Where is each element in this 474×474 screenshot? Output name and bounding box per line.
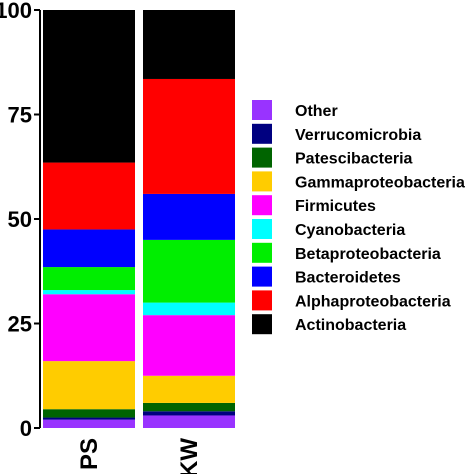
x-axis-labels: PS KW: [76, 438, 203, 474]
legend: Other Verrucomicrobia Patescibacteria Gamma…: [252, 100, 465, 335]
y-tick-label: 50: [8, 207, 32, 232]
bar-segment-ps-alphaproteobacteria: [43, 162, 135, 230]
y-tick-label: 25: [8, 312, 32, 337]
bar-segment-kw-bacteroidetes: [143, 193, 235, 240]
legend-label: Actinobacteria: [295, 317, 406, 334]
legend-label: Patescibacteria: [295, 151, 413, 168]
legend-swatch: [252, 314, 272, 335]
legend-swatch: [252, 171, 272, 192]
bar-segment-kw-cyanobacteria: [143, 302, 235, 316]
legend-label: Bacteroidetes: [295, 270, 401, 287]
legend-swatch: [252, 290, 272, 311]
bar-segment-kw-patescibacteria: [143, 402, 235, 412]
y-tick-label: 0: [20, 416, 32, 441]
legend-swatch: [252, 219, 272, 239]
bar-segment-kw-firmicutes: [143, 315, 235, 376]
bars: [43, 10, 235, 428]
bar-segment-ps-actinobacteria: [43, 10, 135, 163]
bar-segment-ps-patescibacteria: [43, 409, 135, 418]
x-category-label: PS: [76, 438, 103, 470]
bar-segment-ps-firmicutes: [43, 294, 135, 362]
legend-label: Gammaproteobacteria: [295, 174, 465, 191]
legend-label: Verrucomicrobia: [295, 127, 421, 144]
bar-segment-ps-cyanobacteria: [43, 290, 135, 295]
legend-swatch: [252, 242, 272, 263]
bar-segment-ps-verrucomicrobia: [43, 417, 135, 420]
legend-swatch: [252, 147, 272, 168]
bar-segment-kw-alphaproteobacteria: [143, 78, 235, 194]
bar-segment-ps-bacteroidetes: [43, 229, 135, 268]
legend-swatch: [252, 195, 272, 216]
bar-segment-ps-betaproteobacteria: [43, 267, 135, 291]
bar-segment-kw-other: [143, 415, 235, 428]
bar-segment-ps-gammaproteobacteria: [43, 361, 135, 410]
bar-segment-kw-betaproteobacteria: [143, 239, 235, 303]
bar-segment-kw-verrucomicrobia: [143, 411, 235, 416]
bar-segment-ps-other: [43, 419, 135, 428]
y-tick-label: 100: [0, 0, 32, 23]
legend-swatch: [252, 100, 272, 120]
legend-label: Other: [295, 103, 338, 120]
bar-segment-kw-gammaproteobacteria: [143, 375, 235, 403]
y-axis: 0 25 50 75 100: [0, 0, 41, 441]
x-category-label: KW: [176, 438, 203, 474]
bar-segment-kw-actinobacteria: [143, 10, 235, 79]
legend-label: Firmicutes: [295, 198, 376, 215]
legend-swatch: [252, 266, 272, 287]
y-tick-label: 75: [8, 103, 32, 128]
legend-swatch: [252, 123, 272, 144]
legend-label: Alphaproteobacteria: [295, 293, 451, 310]
legend-label: Betaproteobacteria: [295, 246, 441, 263]
legend-label: Cyanobacteria: [295, 222, 405, 239]
